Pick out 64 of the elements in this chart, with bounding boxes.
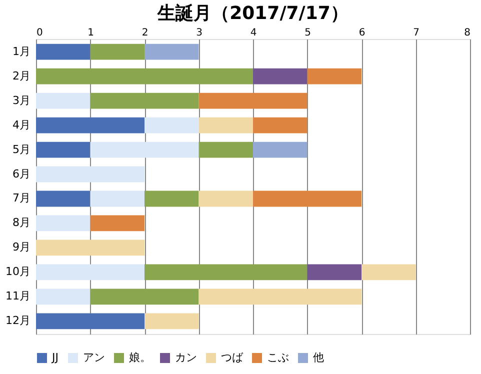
- bar: [90, 190, 144, 207]
- bar: [144, 117, 199, 134]
- bar: [253, 117, 308, 134]
- legend-label: つば: [221, 351, 244, 364]
- bar: [36, 264, 144, 280]
- y-tick-label: 10月: [6, 265, 30, 278]
- bar: [90, 92, 199, 109]
- x-tick-label: 5: [304, 28, 311, 38]
- bar: [253, 190, 362, 207]
- x-tick-label: 0: [36, 28, 43, 38]
- legend-label: こぶ: [267, 351, 289, 364]
- bar: [90, 215, 144, 232]
- y-tick-label: 12月: [6, 314, 30, 328]
- y-tick-label: 8月: [12, 216, 30, 230]
- x-tick-label: 8: [464, 28, 470, 38]
- bar: [307, 264, 362, 280]
- legend-label: 他: [313, 351, 324, 364]
- chart-title: 生誕月（2017/7/17）: [156, 3, 348, 24]
- y-tick-label: 5月: [12, 142, 30, 156]
- bar: [144, 44, 199, 60]
- y-tick-label: 9月: [12, 240, 30, 254]
- bar: [198, 142, 253, 158]
- x-tick-label: 1: [88, 28, 94, 38]
- y-tick-label: 3月: [12, 94, 30, 107]
- x-tick-label: 4: [250, 28, 257, 38]
- bar: [36, 44, 90, 60]
- legend-label: アン: [83, 351, 105, 364]
- y-tick-label: 11月: [6, 290, 30, 303]
- bar: [198, 117, 253, 134]
- y-tick-label: 4月: [12, 118, 30, 132]
- bar: [36, 215, 90, 232]
- bar: [36, 313, 144, 330]
- bar: [307, 68, 362, 84]
- x-tick-label: 3: [196, 28, 202, 38]
- bar: [144, 190, 199, 207]
- bar: [253, 68, 308, 84]
- y-tick-label: 7月: [12, 192, 30, 205]
- bar: [36, 142, 90, 158]
- bar: [36, 240, 144, 256]
- x-tick-label: 6: [358, 28, 366, 38]
- bar: [36, 288, 90, 305]
- bar: [253, 142, 308, 158]
- x-tick-label: 7: [413, 28, 420, 38]
- bar: [144, 264, 308, 280]
- bar: [362, 264, 416, 280]
- bar: [90, 288, 199, 305]
- bar: [144, 313, 199, 330]
- y-tick-label: 1月: [12, 44, 30, 58]
- legend-label: カン: [175, 351, 197, 364]
- bar: [36, 117, 144, 134]
- legend-label: JJ: [51, 351, 58, 364]
- bar: [90, 44, 144, 60]
- bar: [198, 92, 308, 109]
- x-tick-label: 2: [142, 28, 148, 38]
- bar: [36, 190, 90, 207]
- bar: [36, 68, 253, 84]
- bar: [198, 288, 362, 305]
- legend-label: 娘。: [129, 351, 151, 364]
- bar: [198, 190, 253, 207]
- bar: [90, 142, 199, 158]
- bar: [36, 92, 90, 109]
- y-tick-label: 2月: [12, 69, 30, 82]
- bar: [36, 166, 144, 182]
- y-tick-label: 6月: [12, 167, 30, 180]
